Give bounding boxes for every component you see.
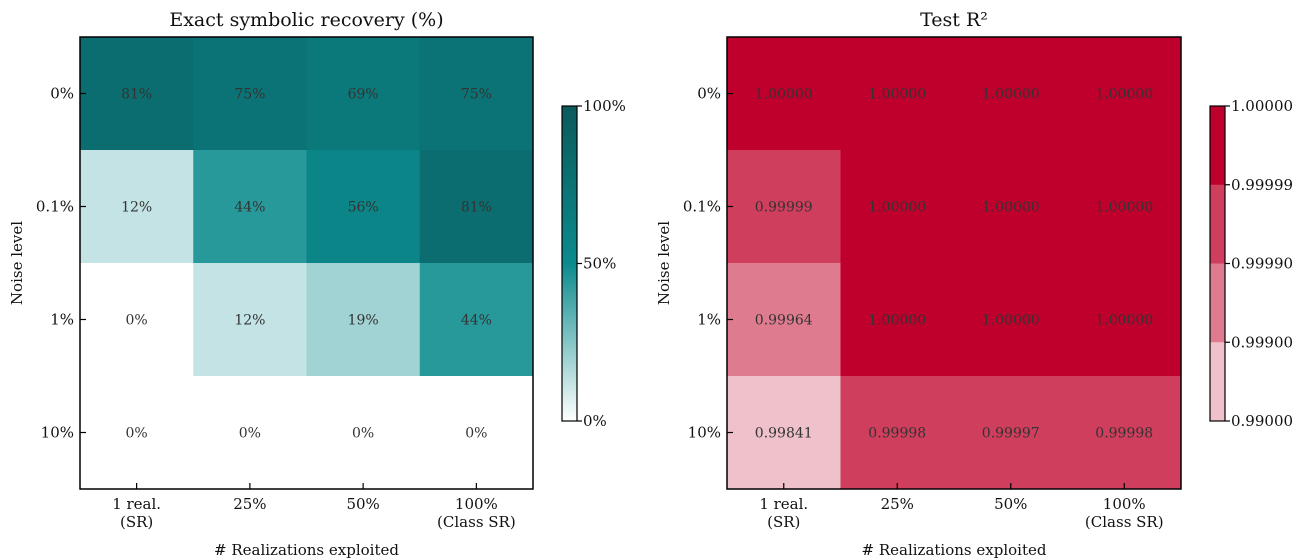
chart-title: Exact symbolic recovery (%) [169, 9, 443, 31]
x-tick-label: 50% [346, 495, 379, 513]
cell-value-label: 1.00000 [1095, 313, 1153, 329]
y-tick-label: 0% [50, 85, 74, 103]
x-tick-label-line: 25% [881, 495, 914, 513]
cell-value-label: 19% [348, 313, 379, 329]
cell-value-label: 0% [352, 426, 374, 442]
cell-value-label: 1.00000 [982, 200, 1040, 216]
x-axis-label: # Realizations exploited [862, 541, 1047, 559]
x-tick-label-line: (Class SR) [1085, 513, 1164, 531]
cell-value-label: 0.99964 [755, 313, 813, 329]
cell-value-label: 1.00000 [1095, 87, 1153, 103]
x-tick-label-line: (SR) [767, 513, 800, 531]
colorbar-tick-label: 1.00000 [1231, 97, 1293, 115]
x-tick-label-line: 50% [346, 495, 379, 513]
x-tick-label-line: 100% [455, 495, 498, 513]
cell-value-label: 1.00000 [982, 313, 1040, 329]
cell-value-label: 0% [239, 426, 261, 442]
cell-value-label: 69% [348, 87, 379, 103]
y-tick-label: 10% [41, 424, 74, 442]
cell-value-label: 44% [461, 313, 492, 329]
x-tick-label: 1 real. (SR) [759, 495, 808, 531]
cell-value-label: 1.00000 [982, 87, 1040, 103]
y-tick-label: 0.1% [683, 198, 721, 216]
cell-value-label: 1.00000 [755, 87, 813, 103]
colorbar-tick-label: 0.99990 [1231, 255, 1293, 273]
cell-value-label: 1.00000 [1095, 200, 1153, 216]
cell-value-label: 81% [121, 87, 152, 103]
x-tick-label-line: (SR) [120, 513, 153, 531]
colorbar-tick-label: 100% [583, 97, 626, 115]
cell-value-label: 0.99841 [755, 426, 813, 442]
colorbar-left [562, 106, 577, 421]
cell-value-label: 0.99998 [868, 426, 926, 442]
colorbar-bin [1210, 185, 1225, 264]
cell-value-label: 1.00000 [868, 313, 926, 329]
y-axis-label: Noise level [655, 221, 673, 305]
y-tick-label: 0% [697, 85, 721, 103]
colorbar-tick-label: 50% [583, 255, 616, 273]
cell-value-label: 0% [126, 313, 148, 329]
colorbar-tick-label: 0.99999 [1231, 176, 1293, 194]
heatmap-exact-recovery: 81% 75% 69% 75% 12% 44% 56% 81% 0% 12% 19% 44% 0% 0% 0… [8, 9, 626, 559]
x-tick-label-line: 100% [1103, 495, 1146, 513]
colorbar-bin [1210, 264, 1225, 343]
x-tick-label: 25% [233, 495, 266, 513]
y-tick-label: 1% [50, 311, 74, 329]
heatmap-test-r2: 1.00000 1.00000 1.00000 1.00000 0.99999 1.000… [655, 9, 1293, 559]
x-tick-label-line: 1 real. [112, 495, 161, 513]
cell-value-label: 0.99999 [755, 200, 813, 216]
colorbar-bin [1210, 342, 1225, 421]
cell-value-label: 1.00000 [868, 200, 926, 216]
colorbar-bin [1210, 106, 1225, 185]
x-tick-label: 100% (Class SR) [1085, 495, 1164, 531]
x-tick-label: 100% (Class SR) [437, 495, 516, 531]
y-tick-label: 0.1% [36, 198, 74, 216]
x-tick-label: 25% [881, 495, 914, 513]
cell-value-label: 0% [126, 426, 148, 442]
y-tick-label: 10% [688, 424, 721, 442]
cell-value-label: 0.99998 [1095, 426, 1153, 442]
cell-value-label: 75% [234, 87, 265, 103]
cell-value-label: 44% [234, 200, 265, 216]
x-tick-label-line: (Class SR) [437, 513, 516, 531]
x-tick-label: 1 real. (SR) [112, 495, 161, 531]
cell-value-label: 56% [348, 200, 379, 216]
y-tick-label: 1% [697, 311, 721, 329]
cell-value-label: 81% [461, 200, 492, 216]
y-axis-label: Noise level [8, 221, 26, 305]
x-tick-label-line: 1 real. [759, 495, 808, 513]
colorbar-tick-label: 0.99000 [1231, 412, 1293, 430]
x-axis-label: # Realizations exploited [214, 541, 399, 559]
cell-value-label: 0% [465, 426, 487, 442]
cell-value-label: 12% [234, 313, 265, 329]
colorbar-tick-label: 0% [583, 412, 607, 430]
cell-value-label: 75% [461, 87, 492, 103]
cell-value-label: 12% [121, 200, 152, 216]
x-tick-label: 50% [994, 495, 1027, 513]
colorbar-tick-label: 0.99900 [1231, 333, 1293, 351]
cell-value-label: 0.99997 [982, 426, 1040, 442]
x-tick-label-line: 25% [233, 495, 266, 513]
x-tick-label-line: 50% [994, 495, 1027, 513]
chart-title: Test R² [920, 9, 988, 31]
cell-value-label: 1.00000 [868, 87, 926, 103]
